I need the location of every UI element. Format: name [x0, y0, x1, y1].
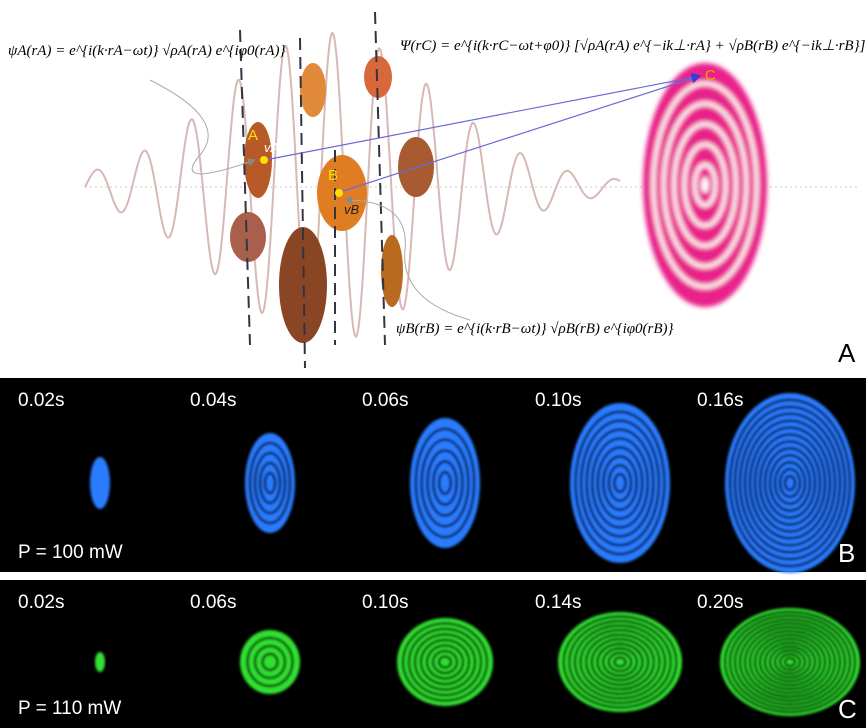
panel-label: A [838, 338, 856, 368]
time-label: 0.02s [18, 390, 64, 411]
cloud-image [240, 630, 300, 694]
cloud-image [410, 418, 480, 548]
cloud-image [245, 433, 295, 533]
ring [701, 177, 709, 193]
formula: ψA(rA) = e^{i(k·rA−ωt)} √ρA(rA) e^{iφ0(r… [8, 43, 286, 59]
cloud [570, 403, 670, 563]
power-label: P = 110 mW [18, 698, 121, 719]
cloud-image [558, 612, 682, 712]
cloud [558, 612, 682, 712]
panel-a: A B C vA vB ψA(rA) = e^{i(k·rA−ωt)} √ρA(… [8, 12, 866, 368]
formula: ψB(rB) = e^{i(k·rB−ωt)} √ρB(rB) e^{iφ0(r… [396, 321, 674, 337]
cloud-image [570, 403, 670, 563]
disks [230, 56, 434, 343]
point-label: B [328, 167, 338, 184]
time-label: 0.04s [190, 390, 236, 411]
power-label: P = 100 mW [18, 542, 123, 563]
cloud-image [725, 393, 855, 573]
velocity-label: vA [264, 140, 279, 155]
page: A B C vA vB ψA(rA) = e^{i(k·rA−ωt)} √ρA(… [0, 0, 866, 728]
time-label: 0.06s [362, 390, 408, 411]
figure: A B C vA vB ψA(rA) = e^{i(k·rA−ωt)} √ρA(… [0, 0, 866, 728]
time-label: 0.20s [697, 592, 743, 613]
formula: Ψ(rC) = e^{i(k·rC−ωt+φ0)} [√ρA(rA) e^{−i… [400, 38, 866, 54]
panel-label: C [838, 694, 857, 724]
time-label: 0.02s [18, 592, 64, 613]
point-label: C [705, 67, 716, 84]
path-a [265, 76, 700, 160]
pointer-a [150, 80, 255, 174]
panel-label: B [838, 538, 855, 568]
velocity-label: vB [344, 202, 360, 217]
cloud-image [90, 457, 110, 509]
cloud-image [95, 652, 105, 672]
cloud [245, 433, 295, 533]
time-label: 0.06s [190, 592, 236, 613]
cloud-image [397, 618, 493, 706]
time-label: 0.16s [697, 390, 743, 411]
cloud [397, 618, 493, 706]
interference-pattern [643, 63, 767, 307]
cloud [240, 630, 300, 694]
point-label: A [248, 127, 258, 144]
cloud [90, 457, 110, 509]
cloud [95, 652, 105, 672]
time-label: 0.14s [535, 592, 581, 613]
time-label: 0.10s [535, 390, 581, 411]
time-label: 0.10s [362, 592, 408, 613]
